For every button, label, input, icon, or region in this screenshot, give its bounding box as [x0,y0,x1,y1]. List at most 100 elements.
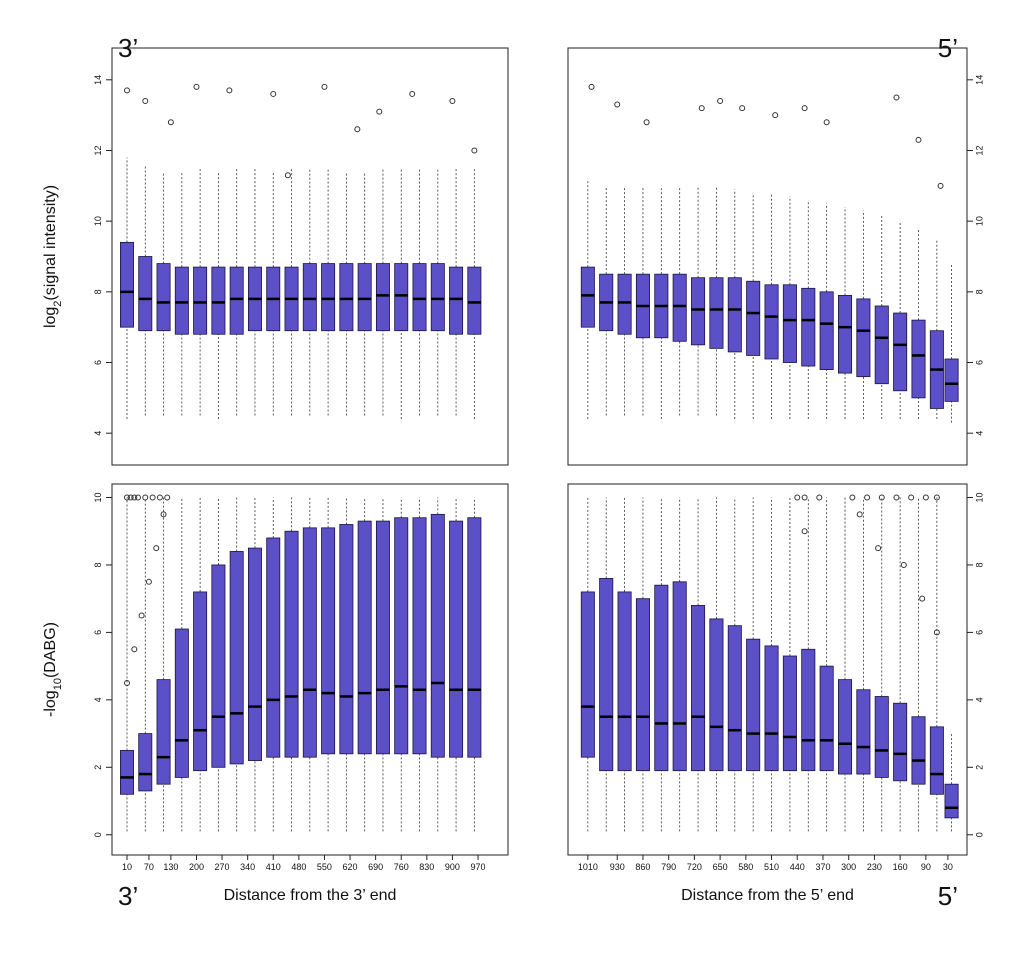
plot-frame [111,483,509,856]
box [449,520,464,758]
outlier [138,612,145,619]
box [412,517,427,755]
box [580,266,595,328]
y-tick-label: 6 [93,360,103,365]
x-tick-label: 10 [122,862,132,872]
y-tick-label: 4 [93,697,103,702]
box [709,277,724,349]
outlier [284,172,291,179]
plot-frame [567,483,968,856]
x-tick-label: 340 [240,862,255,872]
box [911,319,926,399]
x-tick-label: 130 [163,862,178,872]
x-axis-label: Distance from the 3’ end [224,887,397,904]
box [691,605,706,772]
box [211,564,226,768]
box [838,679,853,775]
outlier [164,494,171,501]
y-tick-label: 8 [93,562,103,567]
y-tick-label: 2 [975,765,985,770]
outlier [471,147,478,154]
outlier [823,119,830,126]
outlier [131,646,138,653]
outlier [142,494,149,501]
x-tick-label: 230 [867,862,882,872]
outlier [160,511,167,518]
box [467,517,482,758]
box [801,287,816,367]
y-tick-label: 8 [975,289,985,294]
y-tick-label: 8 [975,562,985,567]
box [874,696,889,778]
outlier [801,528,808,535]
outlier [937,182,944,189]
y-tick-label: 6 [975,630,985,635]
box [321,527,336,755]
y-tick-label: 8 [93,289,103,294]
plot-frame [567,47,968,466]
box [229,551,244,765]
x-tick-label: 370 [815,862,830,872]
outlier [915,136,922,143]
box [617,273,632,335]
outlier [801,494,808,501]
box [635,598,650,772]
box [893,312,908,392]
box [193,591,208,772]
box [138,733,153,792]
outlier [933,494,940,501]
box [174,628,189,778]
outlier [801,105,808,112]
outlier [127,494,134,501]
box [746,280,761,356]
outlier [145,578,152,585]
outlier [270,90,277,97]
corner-label: 5’ [938,881,958,911]
y-tick-label: 4 [93,431,103,436]
outlier [193,83,200,90]
outlier [449,98,456,105]
y-tick-label: 10 [93,216,103,226]
box [672,273,687,342]
y-tick-label: 10 [975,492,985,502]
outlier [409,90,416,97]
box [302,527,317,758]
box [247,547,262,761]
outlier [226,87,233,94]
box [375,263,390,332]
x-tick-label: 620 [343,862,358,872]
x-tick-label: 900 [445,862,460,872]
box [782,655,797,772]
box [229,266,244,335]
box [580,591,595,758]
x-tick-label: 580 [738,862,753,872]
x-tick-label: 440 [790,862,805,872]
box [911,716,926,785]
box [339,524,354,755]
y-axis-label-part: -log [42,690,59,717]
box [449,266,464,335]
box [394,517,409,755]
outlier [698,105,705,112]
y-tick-label: 10 [93,492,103,502]
outlier [376,108,383,115]
box [654,584,669,772]
y-tick-label: 10 [975,216,985,226]
x-tick-label: 690 [368,862,383,872]
outlier [739,105,746,112]
outlier [354,126,361,133]
x-tick-label: 650 [713,862,728,872]
y-tick-label: 4 [975,431,985,436]
outlier [321,83,328,90]
x-tick-label: 930 [610,862,625,872]
box [764,645,779,772]
box [691,277,706,346]
outlier [908,494,915,501]
outlier [919,595,926,602]
box [874,305,889,385]
outlier [856,511,863,518]
box [430,263,445,332]
outlier [893,94,900,101]
y-axis-label-part: (DABG) [42,622,59,678]
